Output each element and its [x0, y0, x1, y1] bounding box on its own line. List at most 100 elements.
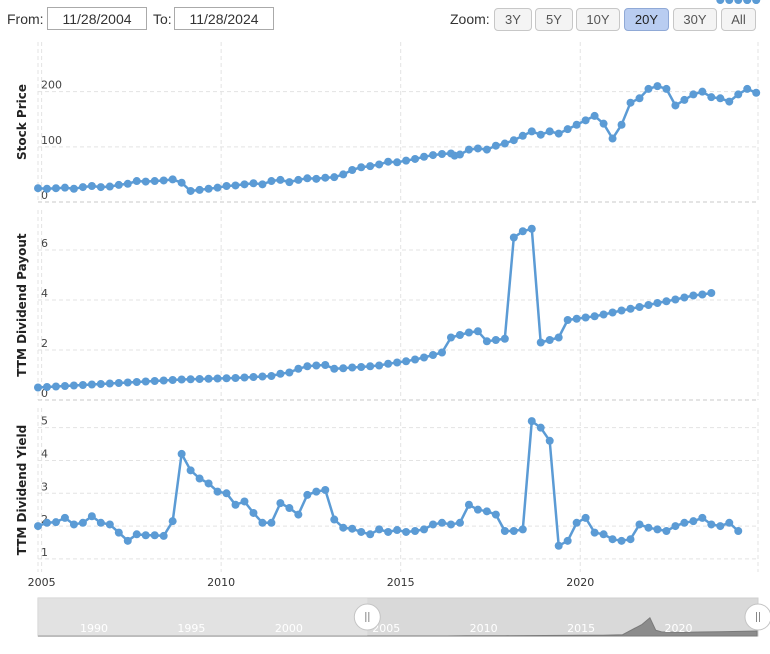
data-point	[132, 177, 141, 186]
data-point	[168, 376, 177, 384]
data-point	[276, 499, 285, 508]
data-point	[500, 527, 509, 535]
data-point	[491, 141, 500, 150]
y-tick-label: 4	[41, 287, 48, 300]
data-point	[437, 348, 446, 357]
data-point	[42, 184, 51, 193]
data-point	[105, 379, 114, 388]
y-axis-title: Stock Price	[15, 84, 29, 160]
data-point	[725, 97, 734, 106]
data-point	[249, 373, 258, 381]
data-point	[411, 527, 420, 535]
y-axis-title: TTM Dividend Yield	[15, 425, 29, 555]
data-point	[446, 333, 455, 342]
data-point	[357, 363, 366, 371]
data-point	[662, 527, 671, 535]
data-point	[141, 377, 150, 386]
data-point	[653, 82, 662, 91]
zoom-5y-button[interactable]: 5Y	[535, 8, 573, 31]
data-point	[482, 507, 491, 516]
data-point	[267, 518, 276, 527]
navigator-area	[38, 616, 758, 637]
x-tick-label: 2020	[566, 576, 594, 589]
zoom-all-button[interactable]: All	[721, 8, 756, 31]
data-point	[285, 368, 294, 377]
data-point	[249, 179, 258, 188]
navigator-tick-label: 2005	[372, 622, 400, 635]
data-point	[168, 175, 177, 184]
data-point	[87, 380, 96, 389]
data-point	[222, 489, 231, 498]
data-point	[240, 180, 249, 189]
data-point	[348, 524, 357, 533]
data-point	[545, 127, 554, 136]
data-point	[509, 136, 518, 145]
data-point	[644, 84, 653, 93]
data-point	[554, 129, 563, 138]
data-point	[590, 528, 599, 537]
y-tick-label: 1	[41, 546, 48, 559]
data-point	[321, 173, 330, 182]
data-point	[303, 362, 312, 371]
data-point	[384, 527, 393, 536]
data-point	[34, 383, 42, 392]
data-point	[482, 145, 491, 154]
data-point	[105, 182, 114, 191]
zoom-30y-button[interactable]: 30Y	[673, 8, 717, 31]
data-point	[563, 536, 572, 545]
data-point	[608, 134, 617, 143]
data-point	[312, 361, 321, 370]
data-point	[644, 523, 653, 532]
data-point	[716, 522, 725, 531]
data-point	[132, 378, 141, 386]
series-line	[37, 84, 757, 193]
navigator-tick-label: 2015	[567, 622, 595, 635]
x-tick-label: 2010	[207, 576, 235, 589]
navigator-tick-label: 1995	[177, 622, 205, 635]
data-point	[563, 125, 572, 134]
data-point	[536, 130, 545, 139]
data-point	[393, 158, 402, 167]
panel-1: 0 2 4 6 TTM Dividend Payout	[15, 0, 761, 401]
data-point	[213, 487, 222, 496]
data-point	[303, 490, 312, 499]
from-label: From:	[7, 11, 44, 27]
data-point	[123, 536, 132, 545]
data-point	[330, 173, 339, 182]
navigator-right-handle[interactable]	[744, 603, 770, 631]
data-point	[141, 177, 150, 186]
data-point	[518, 227, 527, 236]
data-point	[725, 0, 734, 4]
navigator-left-handle[interactable]	[353, 603, 381, 631]
data-point	[743, 84, 752, 93]
y-tick-label: 0	[41, 189, 48, 202]
data-point	[482, 337, 491, 346]
data-point	[689, 291, 698, 300]
data-point	[743, 0, 752, 4]
data-point	[420, 353, 429, 362]
data-point	[752, 88, 761, 97]
data-point	[285, 504, 294, 513]
data-point	[96, 380, 105, 388]
data-point	[258, 518, 267, 527]
data-point	[491, 336, 500, 344]
data-point	[330, 515, 339, 524]
navigator-tick-label: 2010	[470, 622, 498, 635]
zoom-20y-button[interactable]: 20Y	[624, 8, 669, 31]
to-date-input[interactable]	[174, 7, 274, 30]
data-point	[680, 95, 689, 104]
zoom-10y-button[interactable]: 10Y	[576, 8, 620, 31]
data-point	[608, 535, 617, 544]
from-date-input[interactable]	[47, 7, 147, 30]
data-point	[141, 531, 150, 540]
data-point	[150, 531, 159, 540]
data-point	[581, 116, 590, 125]
data-point	[680, 518, 689, 527]
zoom-3y-button[interactable]: 3Y	[494, 8, 532, 31]
data-point	[312, 174, 321, 183]
data-point	[473, 505, 482, 514]
data-point	[42, 518, 51, 527]
data-point	[509, 233, 518, 242]
data-point	[500, 139, 509, 148]
data-point	[69, 381, 78, 390]
